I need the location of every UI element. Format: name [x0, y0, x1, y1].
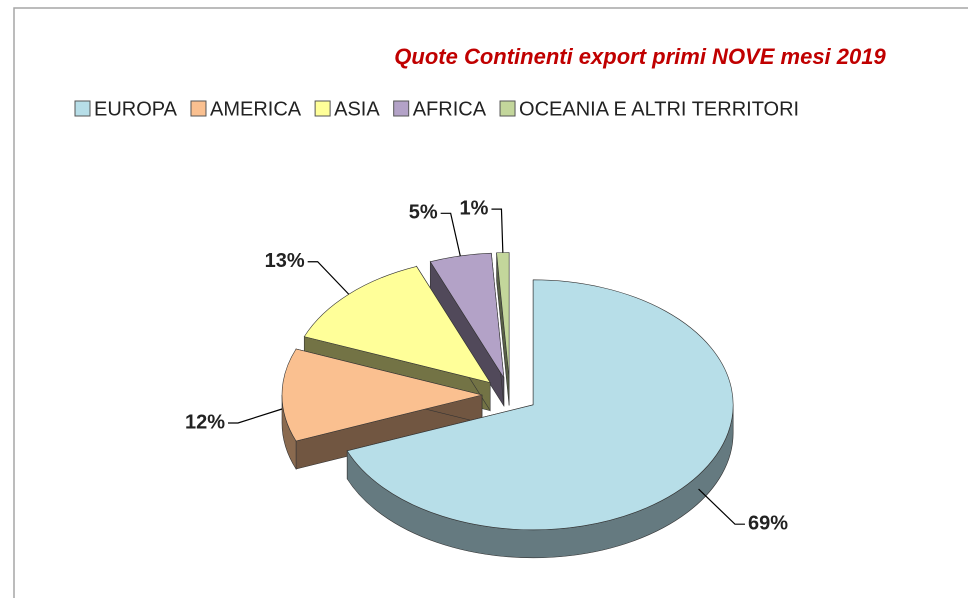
- legend-swatch: [499, 100, 516, 117]
- pie-slice: [281, 348, 483, 471]
- leader-line: [698, 488, 745, 525]
- legend-label: OCEANIA E ALTRI TERRITORI: [519, 98, 799, 120]
- chart-title: Quote Continenti export primi NOVE mesi …: [394, 44, 886, 69]
- data-label: 13%: [265, 250, 305, 272]
- data-label: 5%: [409, 202, 438, 224]
- leader-line: [307, 261, 350, 295]
- pie-slice: [429, 252, 505, 407]
- pie-slice: [346, 279, 734, 559]
- legend-label: AMERICA: [210, 98, 302, 120]
- slice-top: [346, 279, 734, 531]
- pie-slice: [496, 252, 510, 406]
- legend-label: AFRICA: [413, 98, 487, 120]
- data-label: 1%: [460, 197, 489, 219]
- legend-label: EUROPA: [94, 98, 178, 120]
- legend-label: ASIA: [334, 98, 380, 120]
- leader-line: [440, 212, 461, 257]
- legend-swatch: [190, 100, 207, 117]
- slice-top: [281, 348, 483, 442]
- legend-swatch: [314, 100, 331, 117]
- slice-top: [496, 252, 510, 378]
- data-label: 12%: [185, 411, 225, 433]
- legend-swatch: [393, 100, 410, 117]
- leader-line: [228, 408, 283, 424]
- data-label: 69%: [748, 512, 788, 534]
- legend-swatch: [74, 100, 91, 117]
- slice-top: [303, 266, 491, 384]
- leader-line: [491, 208, 504, 253]
